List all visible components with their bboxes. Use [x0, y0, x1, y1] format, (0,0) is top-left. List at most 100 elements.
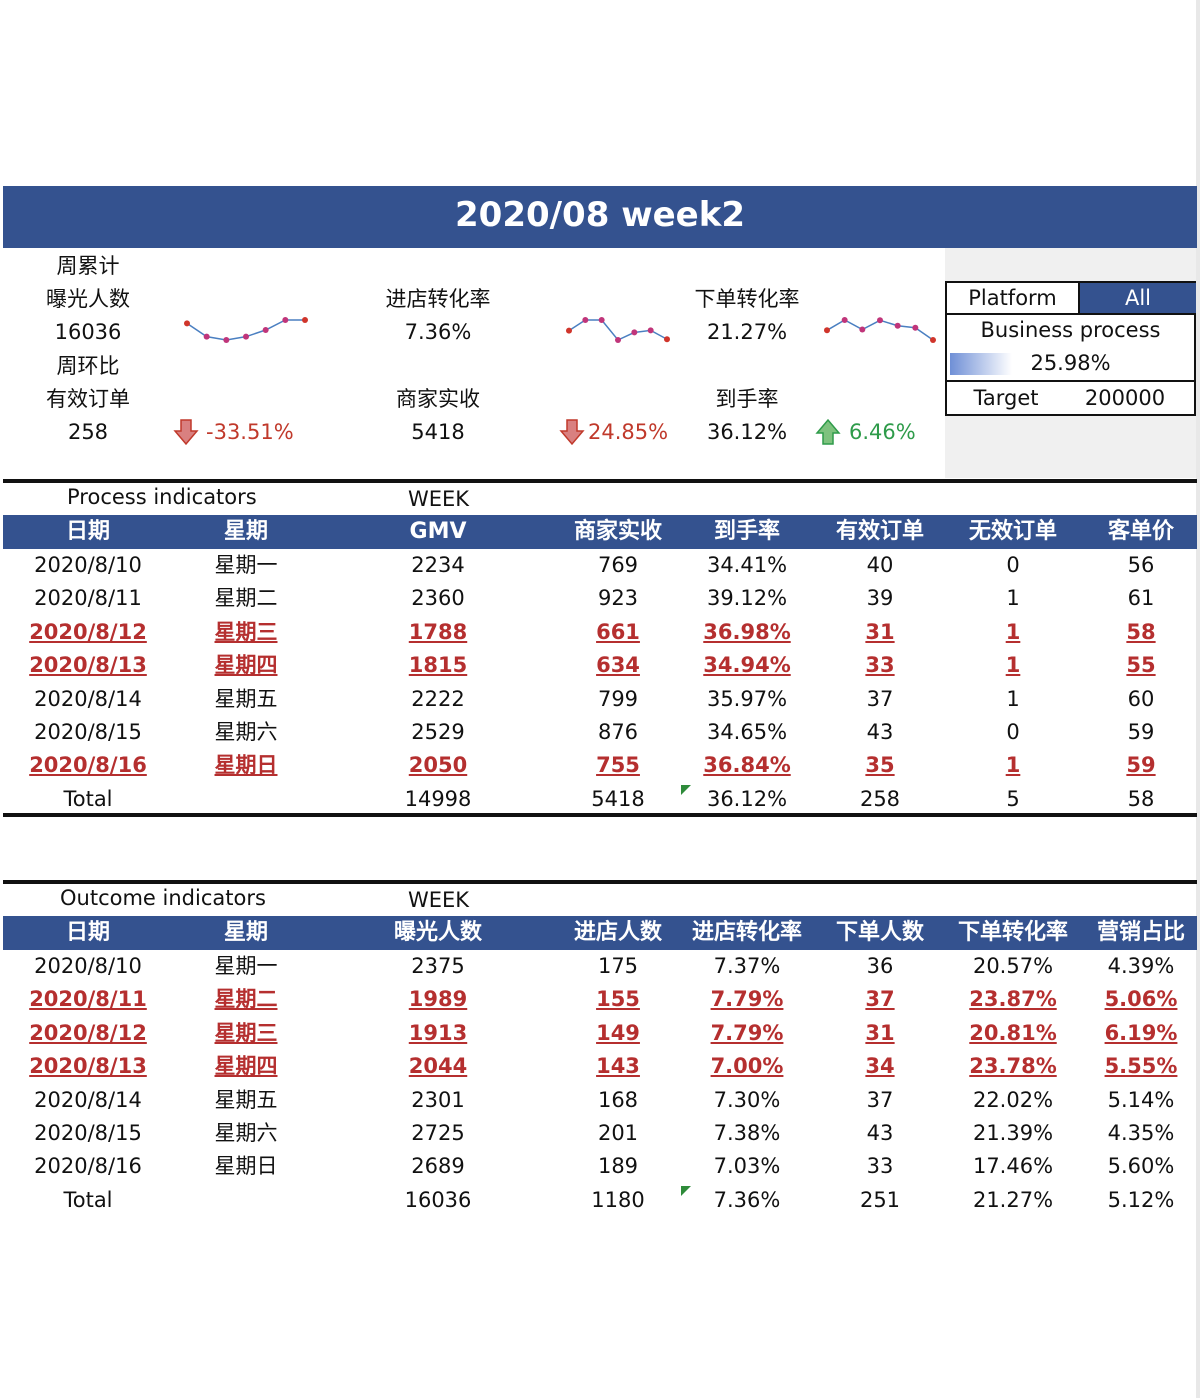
kpi-value-takehome-rate: 36.12% [706, 420, 788, 444]
section-rule [3, 880, 1197, 884]
table-row: 2020/8/11 星期二 2360 923 39.12% 39 1 61 [3, 582, 1197, 615]
sparkline-point [930, 337, 936, 343]
week-cum-label: 周累计 [56, 254, 120, 278]
table-row: 2020/8/14 星期五 2222 799 35.97% 37 1 60 [3, 683, 1197, 716]
table-cell: 7.03% [713, 1154, 781, 1179]
table-cell: 7.37% [713, 954, 781, 978]
report-title: 2020/08 week2 [455, 195, 745, 235]
table-cell: 34 [865, 1054, 895, 1079]
table-row: 2020/8/15 星期六 2529 876 34.65% 43 0 59 [3, 716, 1197, 749]
table-cell: 55 [1126, 653, 1156, 678]
table-row: 2020/8/14 星期五 2301 168 7.30% 37 22.02% 5.14% [3, 1084, 1197, 1117]
table-cell: 60 [1127, 686, 1155, 711]
outcome-week-label: WEEK [408, 888, 470, 912]
table-cell: 4.39% [1107, 954, 1175, 978]
table-row: 2020/8/13 星期四 2044 143 7.00% 34 23.78% 5.55% [3, 1050, 1197, 1083]
sparkline-point [912, 324, 919, 331]
column-header: 进店转化率 [691, 920, 803, 945]
kpi-label-order-conversion: 下单转化率 [694, 287, 800, 311]
wow-change-merchant-revenue: 24.85% [588, 420, 669, 444]
table-cell: 769 [597, 553, 639, 577]
table-cell: 5.55% [1104, 1054, 1178, 1079]
kpi-value-exposure: 16036 [54, 320, 122, 344]
table-cell: 7.79% [710, 1020, 784, 1045]
table-cell: 2020/8/11 [34, 586, 142, 611]
sparkline-store-conversion [566, 317, 670, 343]
sparkline-point [302, 317, 308, 323]
total-cell: 7.36% [713, 1187, 781, 1212]
table-row: 2020/8/16 星期日 2689 189 7.03% 33 17.46% 5.60% [3, 1150, 1197, 1183]
table-cell: 35 [865, 753, 895, 778]
target-label: Target [973, 386, 1039, 410]
process-table-header: 日期 星期 GMV 商家实收 到手率 有效订单 无效订单 客单价 [3, 515, 1197, 549]
table-row: 2020/8/12 星期三 1913 149 7.79% 31 20.81% 6.19% [3, 1017, 1197, 1050]
table-cell: 星期六 [214, 1121, 278, 1145]
total-label: Total [63, 786, 113, 811]
sparkline-point [647, 327, 654, 334]
sparkline-point [566, 327, 572, 334]
process-section-title: Process indicators [67, 485, 257, 509]
table-cell: 36.84% [703, 753, 791, 778]
table-cell: 7.38% [713, 1121, 781, 1145]
column-header: 星期 [223, 519, 269, 544]
table-cell: 31 [865, 619, 895, 644]
column-header: 下单人数 [835, 920, 925, 945]
kpi-value-valid-orders: 258 [67, 420, 109, 444]
table-cell: 星期二 [214, 586, 278, 611]
table-cell: 2360 [411, 586, 465, 611]
total-cell: 36.12% [706, 786, 788, 811]
table-cell: 149 [596, 1020, 640, 1045]
table-cell: 189 [597, 1154, 639, 1179]
table-cell: 星期一 [214, 553, 278, 577]
table-cell: 634 [596, 653, 640, 678]
target-value: 200000 [1084, 386, 1166, 410]
table-cell: 20.57% [972, 954, 1054, 978]
column-header: 日期 [65, 519, 111, 544]
table-cell: 1989 [408, 987, 468, 1012]
table-cell: 923 [597, 586, 639, 611]
kpi-label-valid-orders: 有效订单 [46, 387, 130, 411]
table-cell: 59 [1126, 753, 1156, 778]
table-cell: 2020/8/10 [34, 553, 142, 577]
platform-select[interactable]: All [1078, 283, 1196, 313]
table-cell: 155 [596, 987, 640, 1012]
table-cell: 61 [1127, 586, 1155, 611]
table-cell: 1 [1006, 586, 1020, 611]
table-cell: 星期三 [214, 619, 278, 644]
table-cell: 星期五 [214, 1087, 278, 1112]
business-process-value: 25.98% [1030, 351, 1111, 375]
arrow-down-icon [559, 419, 585, 446]
sparkline-point [877, 317, 883, 324]
table-cell: 0 [1006, 553, 1020, 577]
total-cell: 258 [859, 786, 901, 811]
table-cell: 0 [1006, 720, 1020, 744]
table-cell: 39 [866, 586, 894, 611]
table-cell: 5.14% [1107, 1087, 1175, 1112]
sparkline-point [824, 327, 830, 334]
table-cell: 2234 [411, 553, 465, 577]
outcome-table-header: 日期 星期 曝光人数 进店人数 进店转化率 下单人数 下单转化率 营销占比 [3, 916, 1197, 950]
table-cell: 5.60% [1107, 1154, 1175, 1179]
column-header: 日期 [65, 920, 111, 945]
table-cell: 2020/8/10 [34, 954, 142, 978]
table-cell: 2020/8/16 [34, 1154, 142, 1179]
total-cell: 16036 [404, 1187, 472, 1212]
table-cell: 755 [596, 753, 640, 778]
divider [947, 380, 1194, 382]
divider [947, 313, 1194, 315]
table-row: 2020/8/12 星期三 1788 661 36.98% 31 1 58 [3, 616, 1197, 649]
table-cell: 661 [596, 619, 640, 644]
table-cell: 星期日 [214, 1154, 278, 1179]
table-cell: 2020/8/16 [29, 753, 147, 778]
column-header: 营销占比 [1096, 920, 1186, 945]
table-cell: 7.30% [713, 1087, 781, 1112]
table-cell: 20.81% [969, 1020, 1057, 1045]
table-cell: 33 [865, 653, 895, 678]
table-cell: 4.35% [1107, 1121, 1175, 1145]
table-cell: 星期日 [214, 753, 278, 778]
sparkline-point [223, 337, 230, 343]
kpi-value-order-conversion: 21.27% [706, 320, 788, 344]
table-cell: 35.97% [706, 686, 788, 711]
table-cell: 36 [866, 954, 894, 978]
table-cell: 43 [866, 720, 894, 744]
